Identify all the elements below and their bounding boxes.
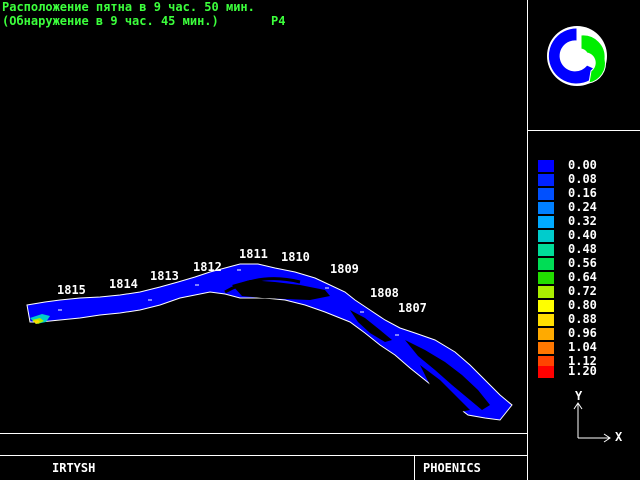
axis-x-label: X [615, 430, 623, 444]
river-km-label: 1810 [281, 250, 310, 264]
legend-value: 0.56 [568, 256, 597, 270]
river-km-label: 1812 [193, 260, 222, 274]
island-3 [405, 340, 490, 410]
legend-swatch [538, 202, 554, 214]
island-1 [232, 280, 330, 300]
legend-item: 0.64 [538, 270, 638, 284]
legend-item: 0.72 [538, 284, 638, 298]
legend-value: 0.64 [568, 270, 597, 284]
legend-value: 0.80 [568, 298, 597, 312]
title-tag: P4 [271, 14, 286, 28]
river-channel [26, 263, 513, 421]
river-km-label: 1811 [239, 247, 268, 261]
legend-item: 1.12 [538, 354, 638, 368]
legend-value: 0.32 [568, 214, 597, 228]
river-km-label: 1807 [398, 301, 427, 315]
flow-markers [58, 269, 399, 336]
legend-value: 0.40 [568, 228, 597, 242]
legend-swatch [538, 174, 554, 186]
legend-value: 1.04 [568, 340, 597, 354]
legend-swatch [538, 230, 554, 242]
island-2 [350, 310, 392, 342]
legend-swatch [538, 244, 554, 256]
legend-swatch [538, 300, 554, 312]
legend-value: 0.48 [568, 242, 597, 256]
legend-value: 0.24 [568, 200, 597, 214]
legend-swatch [538, 216, 554, 228]
legend-swatch [538, 342, 554, 354]
title-line-2: (Обнаружение в 9 час. 45 мин.) [2, 14, 219, 28]
legend-panel-frame [527, 130, 640, 480]
legend-value: 0.00 [568, 158, 597, 172]
legend-swatch [538, 356, 554, 368]
legend-swatch [538, 366, 554, 378]
legend-swatch [538, 286, 554, 298]
island-4 [420, 365, 470, 412]
legend-swatch [538, 188, 554, 200]
legend-item: 0.32 [538, 214, 638, 228]
river-km-label: 1809 [330, 262, 359, 276]
legend-item: 1.04 [538, 340, 638, 354]
legend-item: 0.88 [538, 312, 638, 326]
legend-swatch [538, 328, 554, 340]
legend-swatch [538, 258, 554, 270]
river-km-label: 1808 [370, 286, 399, 300]
legend-swatch [538, 160, 554, 172]
legend-item: 0.08 [538, 172, 638, 186]
legend-value: 1.12 [568, 354, 597, 368]
legend-item: 0.40 [538, 228, 638, 242]
legend-item: 0.80 [538, 298, 638, 312]
legend-item: 1.20 [538, 364, 638, 378]
legend-item: 0.00 [538, 158, 638, 172]
legend-item: 0.16 [538, 186, 638, 200]
legend-value: 0.96 [568, 326, 597, 340]
concentration-spot [30, 314, 50, 324]
legend-item: 0.96 [538, 326, 638, 340]
river-km-label: 1815 [57, 283, 86, 297]
river-seam [224, 277, 301, 294]
status-bar-frame [0, 433, 528, 456]
legend-swatch [538, 314, 554, 326]
axis-y-label: Y [575, 389, 583, 403]
legend-value: 0.88 [568, 312, 597, 326]
footer-model-name: IRTYSH [52, 461, 96, 475]
river-km-label: 1813 [150, 269, 179, 283]
legend-item: 0.56 [538, 256, 638, 270]
legend-value: 1.20 [568, 364, 597, 378]
footer-software-name: PHOENICS [423, 461, 481, 475]
river-km-label: 1814 [109, 277, 138, 291]
legend-value: 0.72 [568, 284, 597, 298]
legend-item: 0.48 [538, 242, 638, 256]
title-line-1: Расположение пятна в 9 час. 50 мин. [2, 0, 255, 14]
legend-value: 0.08 [568, 172, 597, 186]
phoenics-logo-icon [547, 26, 607, 86]
axes-indicator [573, 402, 611, 443]
legend-swatch [538, 272, 554, 284]
river-map [26, 263, 513, 421]
legend-value: 0.16 [568, 186, 597, 200]
legend-item: 0.24 [538, 200, 638, 214]
